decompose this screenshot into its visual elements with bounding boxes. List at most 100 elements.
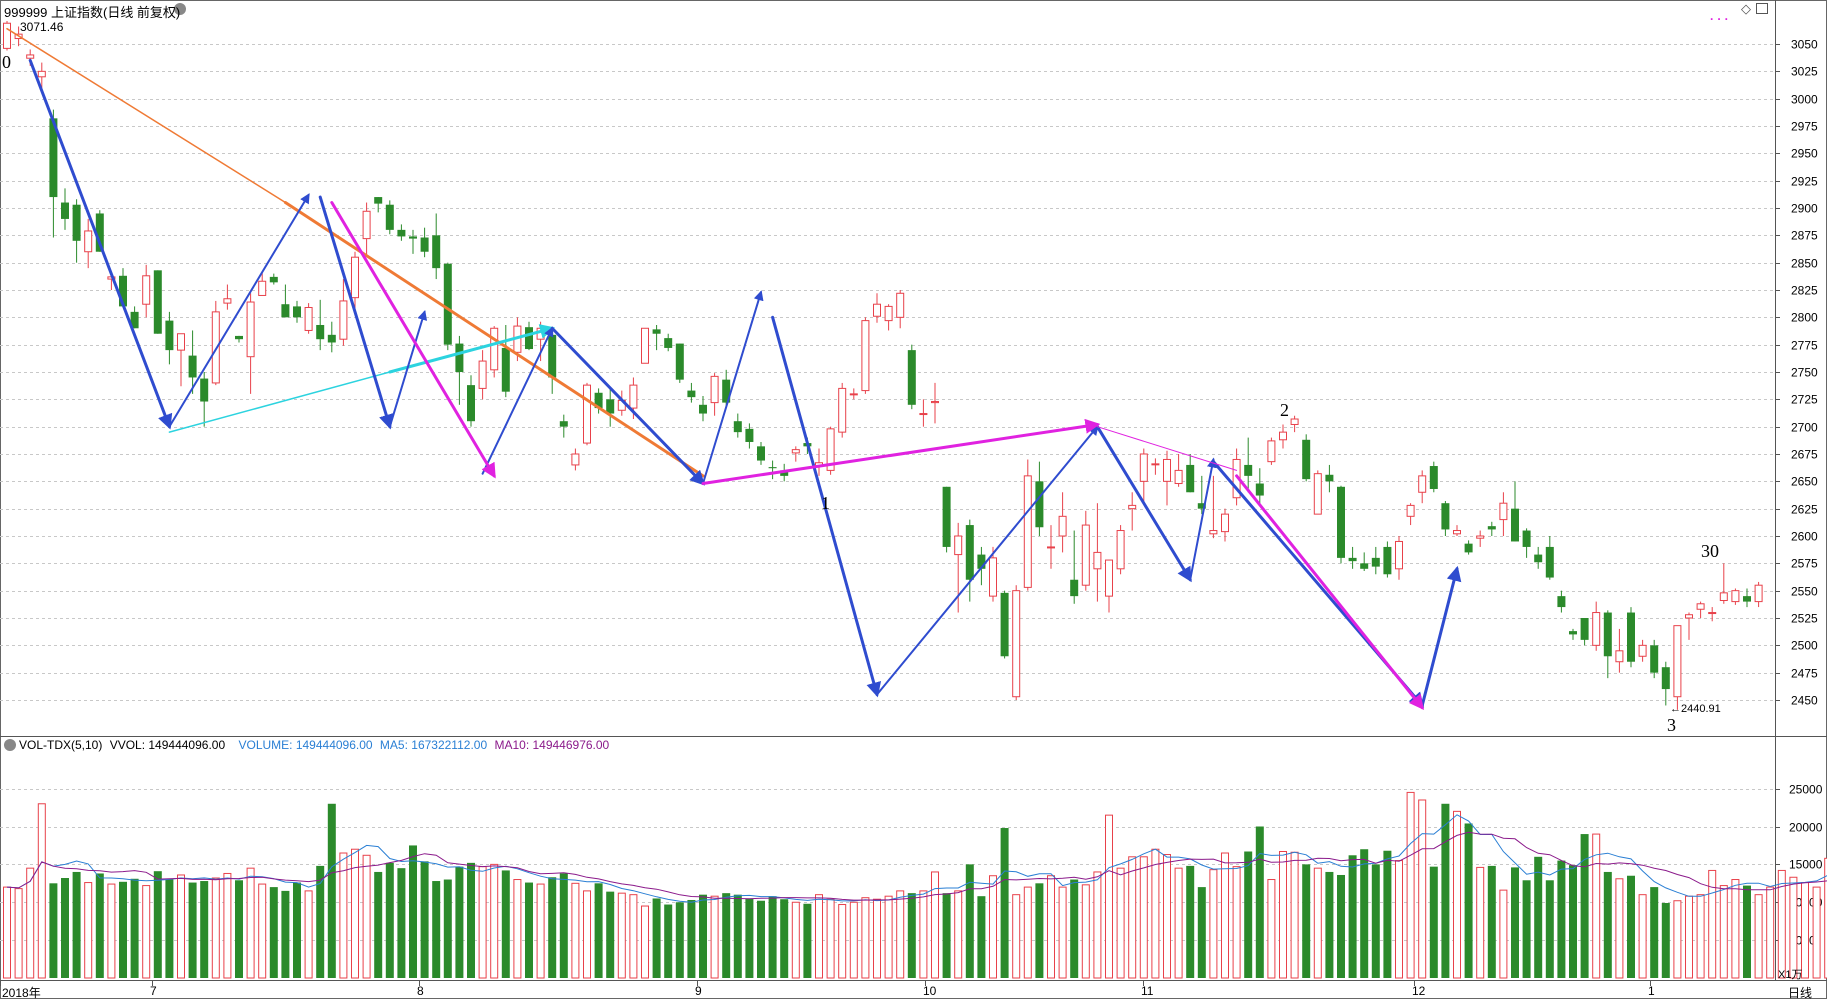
candle-body xyxy=(965,525,974,580)
candle-body xyxy=(989,557,997,597)
candle-body xyxy=(1487,526,1496,530)
candle-body xyxy=(26,54,35,59)
volume-bar xyxy=(1534,856,1543,978)
candle-body xyxy=(374,197,383,204)
candle-body xyxy=(1499,502,1508,521)
candle-body xyxy=(710,375,719,404)
volume-bar xyxy=(1603,871,1612,978)
volume-bar xyxy=(919,890,928,979)
magenta-wave xyxy=(1235,474,1425,710)
candle-body xyxy=(1441,503,1450,530)
candle-body xyxy=(1522,530,1531,547)
candle-body xyxy=(525,327,533,350)
candle-body xyxy=(258,280,267,296)
candle-body xyxy=(223,298,232,304)
volume-bar xyxy=(1592,833,1601,979)
candle-body xyxy=(281,304,290,318)
price-tick-label: 2575 xyxy=(1791,557,1818,571)
candle-body xyxy=(1464,543,1473,553)
price-tick-label: 3050 xyxy=(1791,38,1818,52)
volume-bar xyxy=(1337,874,1345,978)
volume-bar xyxy=(420,861,429,978)
candle-body xyxy=(1476,535,1485,539)
volume-bar xyxy=(200,881,209,978)
volume-bar xyxy=(1070,879,1079,978)
volume-bar xyxy=(246,867,255,979)
candle-body xyxy=(884,305,893,322)
candle-body xyxy=(687,390,696,398)
volume-bar xyxy=(107,883,116,979)
candle-body xyxy=(861,320,870,392)
volume-bar xyxy=(1476,866,1485,979)
volume-bar xyxy=(1105,814,1113,979)
price-tick-label: 2825 xyxy=(1791,284,1818,298)
volume-bar xyxy=(815,894,823,979)
volume-bar xyxy=(606,891,615,978)
diamond-icon[interactable]: ◇ xyxy=(1741,1,1751,16)
candle-body xyxy=(1453,530,1461,535)
volume-bar xyxy=(1035,883,1044,978)
volume-bar xyxy=(1685,895,1693,979)
volume-bar xyxy=(1058,886,1067,979)
candle-body xyxy=(1128,504,1137,510)
candle-body xyxy=(1163,458,1171,482)
price-tick-label: 2525 xyxy=(1791,612,1818,626)
candle-body xyxy=(1638,644,1647,657)
candle-body xyxy=(641,327,649,364)
unit-label: X1万 xyxy=(1778,969,1803,981)
candle-body xyxy=(269,276,278,283)
candle-body xyxy=(1661,667,1670,690)
volume-bar xyxy=(942,893,951,978)
volume-bar xyxy=(61,878,69,978)
candle-body xyxy=(1325,474,1334,482)
volume-bar xyxy=(1116,867,1125,979)
volume-bar xyxy=(130,878,139,978)
volume-bar xyxy=(884,895,893,979)
volume-bar xyxy=(1267,879,1276,979)
volume-bar xyxy=(1023,886,1032,979)
candle-body xyxy=(501,347,510,392)
blue-wave xyxy=(388,309,428,428)
volume-bar xyxy=(1557,860,1566,978)
volume-bar xyxy=(1232,866,1241,979)
candle-body xyxy=(1244,464,1253,476)
candle-body xyxy=(838,387,847,433)
volume-bar xyxy=(1487,865,1496,978)
volume-bar xyxy=(1047,875,1055,979)
candle-body xyxy=(1012,590,1021,698)
period-tab[interactable]: 日线 xyxy=(1788,986,1813,1000)
volume-bar xyxy=(490,863,499,979)
chart-settings-icon[interactable] xyxy=(174,3,186,15)
price-tick-label: 2750 xyxy=(1791,366,1818,380)
volume-bar xyxy=(687,899,696,978)
candle-body xyxy=(246,301,255,358)
blue-wave xyxy=(1420,565,1462,707)
x-label-jul: 7 xyxy=(150,984,157,998)
volume-bar xyxy=(1348,855,1357,978)
price-tick-label: 2925 xyxy=(1791,175,1818,189)
volume-bar xyxy=(896,890,905,979)
volume-bar xyxy=(351,848,359,979)
volume-bar xyxy=(1371,864,1380,978)
ma10-line xyxy=(6,831,1827,901)
candle-body xyxy=(1093,551,1102,570)
legend-dots: · · · xyxy=(1710,12,1729,26)
wave-label-2: 2 xyxy=(1280,400,1289,420)
candle-body xyxy=(177,333,185,351)
volume-bar xyxy=(269,887,278,978)
cyan-trendline xyxy=(168,371,391,433)
candle-body xyxy=(1279,431,1287,441)
volume-settings-icon[interactable] xyxy=(4,739,16,751)
candle-body xyxy=(316,324,325,340)
volume-bar xyxy=(536,883,545,979)
window-restore-icon[interactable] xyxy=(1756,3,1768,14)
x-label-nov: 11 xyxy=(1141,984,1154,998)
candle-body xyxy=(1058,515,1067,537)
blue-wave xyxy=(702,290,764,485)
volume-bar xyxy=(571,882,580,979)
candle-body xyxy=(1081,524,1090,586)
volume-readout: VOLUME: 149444096.00 xyxy=(238,738,373,752)
candle-body xyxy=(1545,546,1554,578)
candle-body xyxy=(327,334,336,343)
candle-body xyxy=(84,230,93,253)
